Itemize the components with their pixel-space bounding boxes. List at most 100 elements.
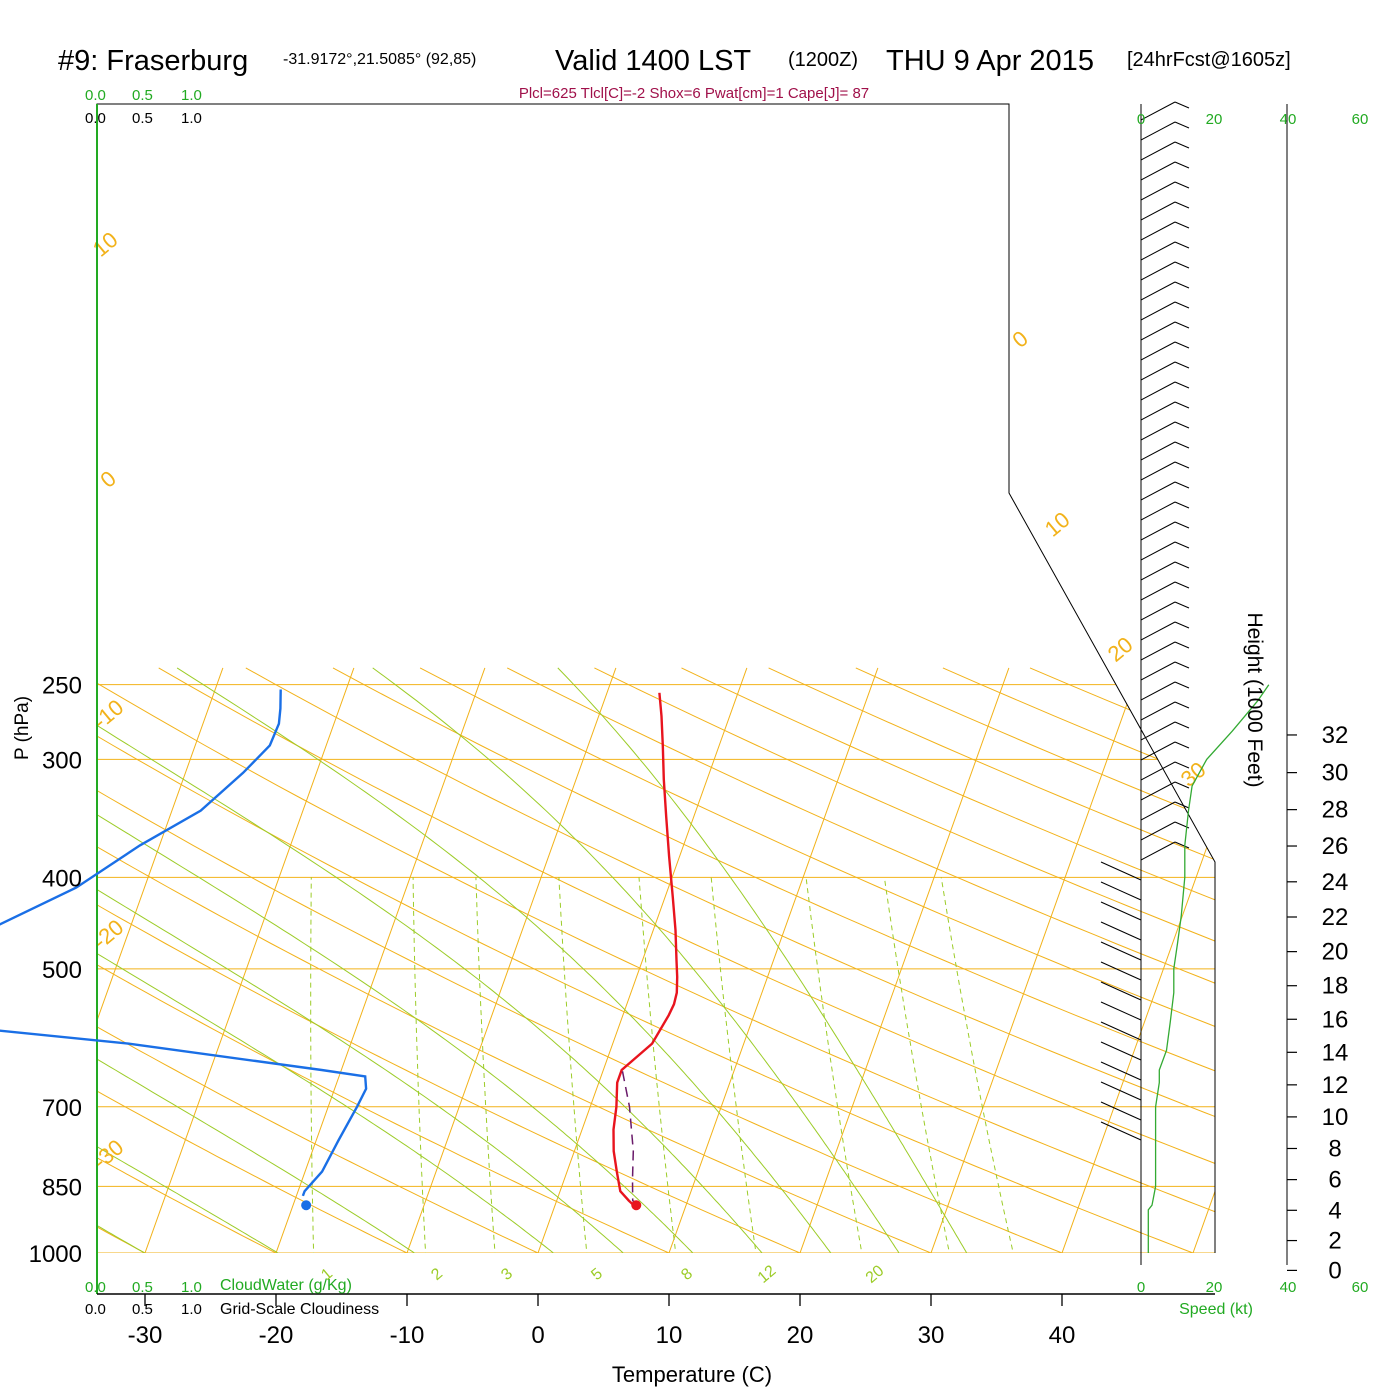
wind-barb-flag: [1174, 561, 1190, 569]
wind-barb: [1140, 621, 1176, 641]
isotherm-label: 0: [95, 466, 120, 493]
wind-barb-flag: [1174, 481, 1190, 489]
wind-barb: [1100, 1121, 1142, 1141]
wind-barb-flag: [1174, 181, 1190, 189]
wind-barb-flag: [1174, 381, 1190, 389]
temp-tick--20: -20: [259, 1322, 294, 1349]
height-tick-4: 4: [1328, 1197, 1341, 1224]
dry-adiabat: [245, 667, 1215, 1253]
wind-barb-flag: [1174, 701, 1190, 709]
wind-barb-flag: [1174, 541, 1190, 549]
bottom-green-scale-1: 0.5: [132, 1279, 153, 1296]
parcel-line: [621, 1071, 639, 1205]
dewpoint-line: [0, 689, 368, 1197]
wind-barb-flag: [1174, 101, 1190, 109]
wind-barb-flag: [1174, 321, 1190, 329]
dry-adiabat: [419, 667, 1215, 1253]
height-tick-22: 22: [1322, 904, 1349, 931]
height-tick-0: 0: [1328, 1257, 1341, 1284]
temperature-axis-ticks: -30 -20 -10 0 10 20 30 40: [128, 1294, 1076, 1349]
wind-barb: [1140, 281, 1176, 301]
isotherm-label: 10: [88, 227, 123, 262]
wind-barb-flag: [1174, 281, 1190, 289]
sounding-traces: [0, 689, 679, 1211]
speed-tick-top-60: 60: [1352, 111, 1369, 128]
dry-adiabat: [332, 667, 1215, 1253]
top-black-scale-2: 1.0: [181, 110, 202, 127]
wind-barb: [1140, 801, 1176, 821]
isotherm-label: -30: [88, 1134, 128, 1174]
wind-barb-flag: [1174, 341, 1190, 349]
pressure-tick-850: 850: [42, 1174, 82, 1201]
wind-barb-flag: [1174, 841, 1190, 849]
dry-adiabat: [97, 667, 875, 1253]
valid-time: Valid 1400 LST: [555, 45, 751, 77]
moist-adiabat: [97, 667, 200, 1253]
mixing-ratio-label: 20: [863, 1262, 888, 1287]
height-tick-6: 6: [1328, 1167, 1341, 1194]
height-axis-label: Height (1000 Feet): [1243, 612, 1266, 787]
bottom-black-scale-2: 1.0: [181, 1301, 202, 1318]
wind-barb: [1140, 481, 1176, 501]
dry-adiabat: [1204, 667, 1215, 1253]
pressure-tick-500: 500: [42, 957, 82, 984]
mixing-ratio-line: [638, 877, 681, 1253]
height-tick-10: 10: [1322, 1104, 1349, 1131]
wind-barb-flag: [1174, 681, 1190, 689]
wind-barb: [1100, 881, 1142, 901]
height-tick-16: 16: [1322, 1006, 1349, 1033]
wind-barb: [1140, 381, 1176, 401]
wind-barb: [1140, 721, 1176, 741]
wind-barb: [1100, 1081, 1142, 1101]
height-tick-32: 32: [1322, 722, 1349, 749]
speed-tick-bottom-20: 20: [1206, 1279, 1223, 1296]
isotherm-line: [1050, 667, 1215, 1253]
pressure-tick-700: 700: [42, 1095, 82, 1122]
wind-barb-flag: [1174, 781, 1190, 789]
top-black-scale-1: 0.5: [132, 110, 153, 127]
isotherm-label: 0: [1007, 326, 1032, 353]
isotherm-label: -10: [88, 694, 128, 734]
wind-barb: [1100, 1021, 1142, 1041]
mixing-ratio-label: 5: [588, 1265, 606, 1284]
surface-dewpoint-dot: [301, 1200, 312, 1211]
isotherm-line: [526, 667, 748, 1253]
pressure-tick-400: 400: [42, 865, 82, 892]
wind-barb-flag: [1174, 621, 1190, 629]
station-title: #9: Fraserburg: [58, 45, 248, 77]
temp-tick--10: -10: [390, 1322, 425, 1349]
wind-barb: [1140, 181, 1176, 201]
temp-tick--30: -30: [128, 1322, 163, 1349]
wind-barb: [1140, 581, 1176, 601]
dry-adiabat: [97, 667, 339, 1253]
wind-barb: [1140, 321, 1176, 341]
temp-tick-40: 40: [1049, 1322, 1076, 1349]
height-tick-2: 2: [1328, 1228, 1341, 1255]
wind-barb: [1140, 121, 1176, 141]
wind-barb-flag: [1174, 721, 1190, 729]
wind-barb-flag: [1174, 221, 1190, 229]
height-tick-20: 20: [1322, 939, 1349, 966]
temperature-axis-label: Temperature (C): [612, 1362, 772, 1387]
bottom-black-scale-1: 0.5: [132, 1301, 153, 1318]
mixing-ratio-line: [558, 877, 591, 1253]
dry-adiabat: [97, 667, 1009, 1253]
wind-barb: [1100, 961, 1142, 981]
top-green-scale-0: 0.0: [85, 87, 106, 104]
moist-adiabat: [557, 667, 986, 1253]
moist-adiabat: [97, 667, 593, 1253]
speed-tick-bottom-40: 40: [1280, 1279, 1297, 1296]
dry-adiabat: [594, 667, 1215, 1253]
dry-adiabat: [97, 667, 1215, 1253]
moist-adiabat: [97, 667, 462, 1253]
speed-tick-top-20: 20: [1206, 111, 1223, 128]
wind-barb-flag: [1174, 301, 1190, 309]
sounding-indices: Plcl=625 Tlcl[C]=-2 Shox=6 Pwat[cm]=1 Ca…: [519, 85, 869, 102]
isotherm-line: [1181, 667, 1215, 1253]
surface-temperature-dot: [631, 1200, 642, 1211]
top-green-scale-1: 0.5: [132, 87, 153, 104]
top-black-scale-0: 0.0: [85, 110, 106, 127]
wind-barb: [1140, 661, 1176, 681]
temp-tick-0: 0: [531, 1322, 544, 1349]
wind-barb-flag: [1174, 761, 1190, 769]
